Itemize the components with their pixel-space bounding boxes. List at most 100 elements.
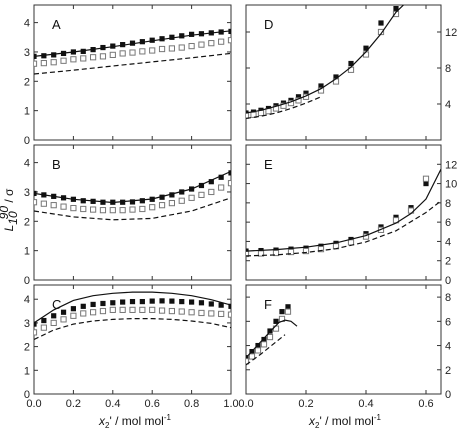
solid-line bbox=[246, 168, 441, 252]
y-tick-label: 4 bbox=[445, 341, 451, 353]
filled-marker bbox=[423, 180, 429, 187]
x-axis-subscript-right: 2 bbox=[315, 421, 320, 430]
filled-marker bbox=[100, 300, 106, 307]
y-tick-label: 8 bbox=[445, 198, 451, 210]
x-axis-title-left: x2' / mol mol-1 bbox=[98, 413, 171, 430]
y-tick-label: 0 bbox=[445, 275, 451, 287]
x-axis-suffix-sup-left: -1 bbox=[164, 413, 172, 422]
open-marker bbox=[109, 306, 116, 313]
open-marker bbox=[90, 54, 97, 61]
open-marker bbox=[178, 308, 185, 315]
filled-marker bbox=[80, 303, 86, 309]
filled-marker bbox=[246, 355, 249, 361]
y-tick-label: 12 bbox=[445, 27, 457, 39]
filled-marker bbox=[90, 301, 96, 308]
filled-marker bbox=[110, 300, 116, 306]
filled-marker bbox=[285, 304, 291, 310]
x-tick-label: 0.6 bbox=[145, 398, 160, 410]
y-tick-label: 6 bbox=[445, 316, 451, 328]
open-marker bbox=[260, 341, 268, 348]
panel-letter: E bbox=[264, 157, 273, 172]
panel-b: 0 1 2 3 4 B bbox=[24, 144, 232, 287]
open-marker bbox=[178, 197, 185, 204]
open-marker bbox=[70, 312, 77, 319]
panel-data bbox=[34, 291, 231, 341]
open-marker bbox=[188, 309, 195, 316]
y-axis-superscript: 90 bbox=[0, 206, 11, 220]
open-marker bbox=[287, 248, 295, 256]
open-marker bbox=[227, 311, 231, 318]
y-axis-subscript: 10 bbox=[6, 211, 20, 225]
open-marker bbox=[70, 204, 77, 212]
panel-data bbox=[246, 5, 404, 119]
x-axis-symbol-left: x bbox=[98, 414, 106, 428]
solid-line bbox=[34, 30, 231, 57]
panel-letter: C bbox=[52, 297, 61, 312]
y-tick-label: 4 bbox=[445, 99, 451, 111]
y-tick-label: 8 bbox=[445, 292, 451, 304]
filled-marker bbox=[189, 31, 195, 37]
y-tick-label: 0 bbox=[445, 389, 451, 401]
open-marker bbox=[139, 205, 146, 213]
filled-marker bbox=[41, 317, 47, 324]
panel-frame bbox=[245, 144, 442, 281]
open-marker bbox=[227, 180, 231, 187]
solid-line bbox=[34, 291, 231, 324]
open-marker bbox=[198, 309, 205, 317]
filled-marker bbox=[228, 170, 231, 176]
open-marker bbox=[168, 307, 176, 315]
filled-marker bbox=[51, 313, 57, 319]
panel-frame bbox=[33, 144, 232, 281]
filled-marker bbox=[179, 33, 185, 39]
open-marker bbox=[149, 47, 156, 54]
filled-marker bbox=[169, 192, 175, 198]
filled-marker bbox=[169, 34, 175, 40]
open-marker bbox=[90, 206, 97, 213]
panel-c: 0.0 0.2 0.4 0.6 0.8 1.0 0 1 2 3 4 C bbox=[24, 284, 239, 410]
open-marker bbox=[347, 239, 355, 246]
panel-a: 0 1 2 3 4 A bbox=[24, 4, 232, 147]
panel-frame bbox=[33, 4, 232, 141]
open-marker bbox=[119, 50, 126, 57]
filled-marker bbox=[333, 74, 339, 80]
y-tick-label: 8 bbox=[445, 63, 451, 75]
open-marker bbox=[208, 310, 215, 317]
open-marker bbox=[40, 324, 47, 331]
open-marker bbox=[99, 207, 107, 214]
open-marker bbox=[40, 200, 47, 207]
open-marker bbox=[139, 306, 146, 313]
filled-marker bbox=[189, 299, 195, 305]
filled-marker bbox=[218, 174, 224, 180]
y-tick-label: 3 bbox=[24, 187, 30, 199]
x-axis-suffix-right: ' / mol mol bbox=[320, 414, 374, 428]
panel-letter: B bbox=[52, 157, 61, 172]
y-tick-label: 3 bbox=[24, 47, 30, 59]
filled-marker bbox=[348, 60, 354, 67]
filled-marker bbox=[129, 298, 136, 305]
open-marker bbox=[302, 247, 310, 255]
open-marker bbox=[34, 60, 38, 67]
open-marker bbox=[246, 250, 250, 258]
panel-data bbox=[246, 304, 298, 366]
filled-marker bbox=[80, 48, 86, 54]
open-marker bbox=[272, 249, 280, 257]
x-tick-label: 0.8 bbox=[184, 398, 199, 410]
solid-line bbox=[246, 319, 298, 359]
y-tick-label: 0 bbox=[24, 389, 30, 401]
y-tick-label: 2 bbox=[24, 216, 30, 228]
open-marker bbox=[218, 38, 225, 45]
filled-marker bbox=[318, 83, 324, 89]
filled-marker bbox=[120, 199, 126, 205]
x-axis-title-right: x2' / mol mol-1 bbox=[308, 413, 381, 430]
filled-marker bbox=[378, 20, 384, 26]
panel-data bbox=[246, 168, 441, 258]
open-marker bbox=[158, 307, 166, 314]
open-marker bbox=[80, 310, 87, 317]
filled-marker bbox=[51, 52, 57, 58]
panel-e: 0 2 4 6 8 10 12 E bbox=[245, 144, 457, 287]
solid-line bbox=[246, 5, 404, 114]
filled-marker bbox=[228, 303, 231, 309]
open-marker bbox=[254, 347, 262, 354]
x-axis-subscript-left: 2 bbox=[105, 421, 110, 430]
filled-marker bbox=[70, 306, 76, 312]
